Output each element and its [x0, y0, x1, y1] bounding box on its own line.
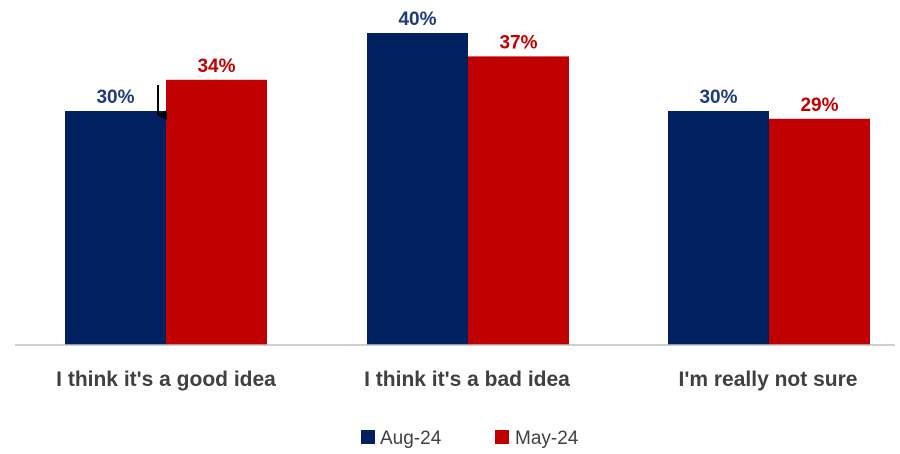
data-label-aug-24-2: 30% — [699, 87, 737, 108]
data-label-may-24-2: 29% — [800, 95, 838, 116]
category-labels: I think it's a good idea I think it's a b… — [56, 368, 857, 391]
bars — [65, 33, 870, 346]
data-label-may-24-0: 34% — [197, 56, 235, 77]
data-label-aug-24-1: 40% — [398, 9, 436, 30]
bar-aug-24-1 — [367, 33, 468, 345]
category-label-0: I think it's a good idea — [56, 368, 276, 391]
bar-aug-24-2 — [668, 111, 769, 345]
data-label-may-24-1: 37% — [499, 32, 537, 53]
legend-label-aug-24: Aug-24 — [380, 428, 442, 449]
legend-label-may-24: May-24 — [515, 428, 579, 449]
legend: Aug-24 May-24 — [361, 428, 579, 449]
data-labels: 30% 34% 40% 37% 30% 29% — [96, 9, 838, 116]
data-label-aug-24-0: 30% — [96, 87, 134, 108]
legend-swatch-may-24 — [495, 430, 509, 444]
bar-may-24-2 — [769, 118, 870, 345]
bar-may-24-0 — [166, 79, 267, 346]
bar-may-24-1 — [468, 56, 569, 346]
category-label-2: I'm really not sure — [679, 368, 858, 391]
category-label-1: I think it's a bad idea — [364, 368, 570, 391]
bar-aug-24-0 — [65, 111, 166, 345]
legend-swatch-aug-24 — [361, 430, 375, 444]
